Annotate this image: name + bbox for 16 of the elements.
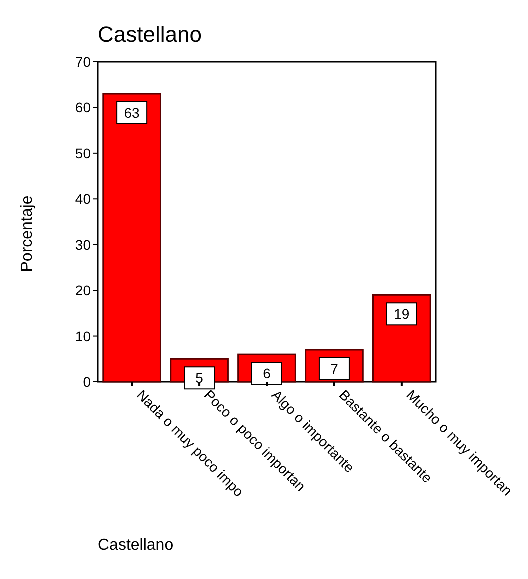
x-axis-title: Castellano <box>98 537 174 554</box>
data-label: 19 <box>394 306 410 322</box>
y-tick-label: 70 <box>75 54 92 70</box>
y-tick-label: 50 <box>75 145 92 162</box>
y-tick-label: 40 <box>75 191 92 208</box>
bar <box>102 93 162 383</box>
data-label: 6 <box>263 366 272 382</box>
chart-title: Castellano <box>98 22 202 47</box>
y-tick-label: 30 <box>75 236 92 253</box>
y-tick-label: 0 <box>83 374 92 390</box>
y-tick-label: 60 <box>75 100 92 116</box>
data-label: 63 <box>124 105 140 121</box>
y-tick-label: 20 <box>75 282 92 299</box>
y-tick-label: 10 <box>75 328 92 344</box>
data-label: 7 <box>330 361 339 377</box>
y-axis-title: Porcentaje <box>19 196 36 272</box>
